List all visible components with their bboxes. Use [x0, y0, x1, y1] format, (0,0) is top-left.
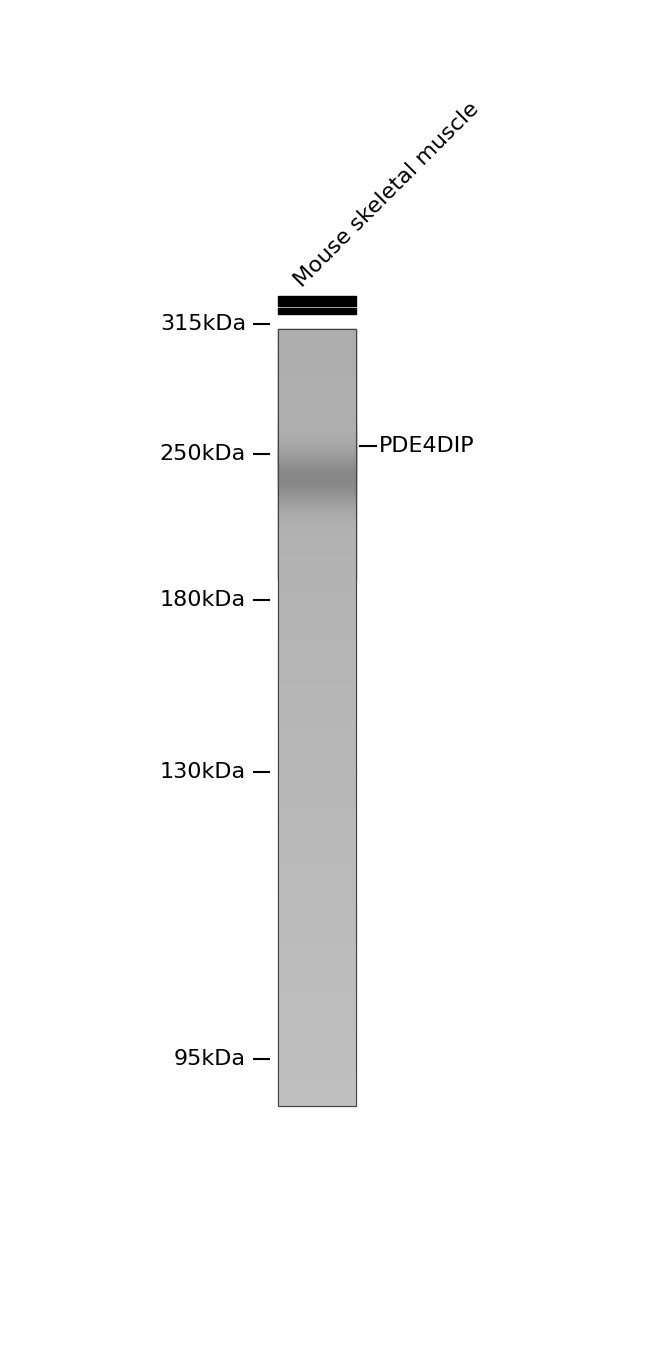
Text: 250kDa: 250kDa [160, 444, 246, 464]
Text: Mouse skeletal muscle: Mouse skeletal muscle [291, 99, 483, 291]
Text: 315kDa: 315kDa [160, 314, 246, 334]
Bar [278, 297, 356, 306]
Text: 130kDa: 130kDa [160, 762, 246, 783]
Text: 180kDa: 180kDa [160, 590, 246, 611]
Bar [278, 329, 356, 1106]
Bar [278, 309, 356, 314]
Text: 95kDa: 95kDa [174, 1049, 246, 1070]
Text: PDE4DIP: PDE4DIP [378, 436, 474, 456]
